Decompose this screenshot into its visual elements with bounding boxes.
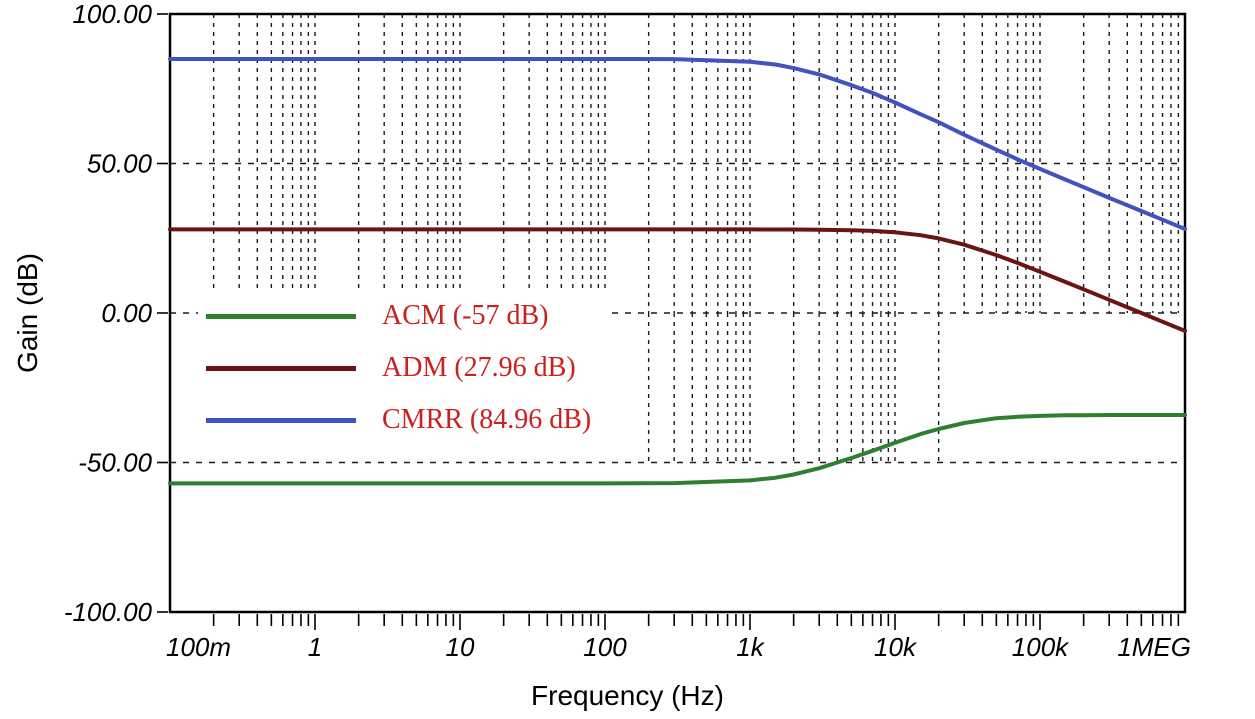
y-tick-label: -100.00 bbox=[64, 597, 153, 627]
legend-item-adm: ADM (27.96 dB) bbox=[206, 352, 591, 384]
legend: ACM (-57 dB) ADM (27.96 dB) CMRR (84.96 … bbox=[198, 292, 608, 446]
y-tick-label: 0.00 bbox=[101, 298, 152, 328]
x-tick-label: 10k bbox=[874, 632, 918, 662]
curve-cmrr bbox=[168, 57, 1187, 231]
legend-label-adm: ADM (27.96 dB) bbox=[382, 352, 576, 383]
y-tick-label: -50.00 bbox=[78, 448, 152, 478]
legend-swatch-acm bbox=[206, 313, 356, 319]
legend-swatch-adm bbox=[206, 365, 356, 371]
x-tick-label: 100m bbox=[166, 632, 231, 662]
x-tick-label: 100 bbox=[583, 632, 627, 662]
x-tick-label: 100k bbox=[1012, 632, 1070, 662]
legend-label-cmrr: CMRR (84.96 dB) bbox=[382, 404, 592, 435]
x-tick-label: 1k bbox=[736, 632, 765, 662]
curve-acm bbox=[168, 413, 1187, 486]
y-tick-label: 100.00 bbox=[72, 0, 152, 29]
y-tick-label: 50.00 bbox=[87, 149, 153, 179]
x-axis-title: Frequency (Hz) bbox=[531, 680, 724, 711]
legend-label-acm: ACM (-57 dB) bbox=[382, 300, 549, 331]
legend-item-cmrr: CMRR (84.96 dB) bbox=[206, 404, 591, 436]
x-tick-label: 1 bbox=[308, 632, 322, 662]
plot-frame bbox=[168, 12, 1187, 614]
legend-swatch-cmrr bbox=[206, 417, 356, 423]
y-axis-title: Gain (dB) bbox=[12, 253, 43, 373]
curve-adm bbox=[168, 227, 1187, 333]
legend-item-acm: ACM (-57 dB) bbox=[206, 300, 591, 332]
x-tick-label: 10 bbox=[446, 632, 475, 662]
x-tick-label: 1MEG bbox=[1117, 632, 1191, 662]
